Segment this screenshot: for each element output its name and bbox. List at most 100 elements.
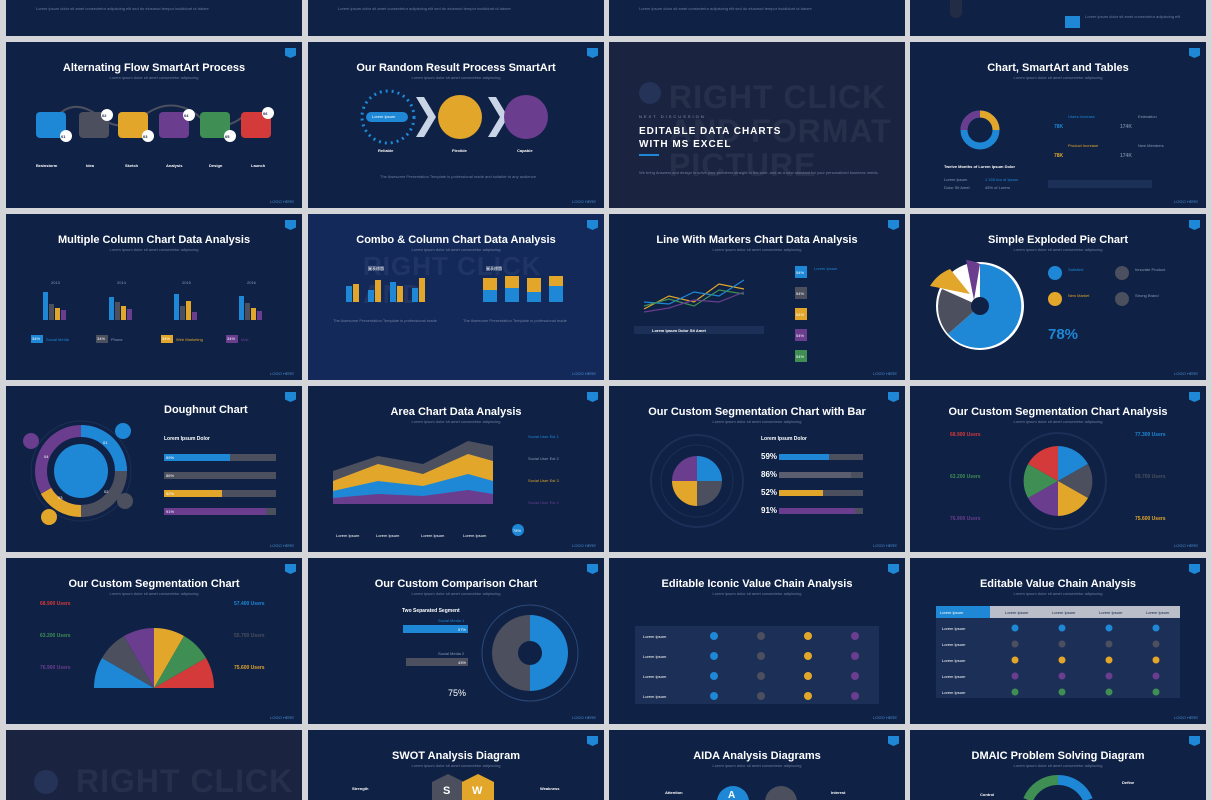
slide-thumb-top-1[interactable]: Lorem ipsum dolor sit amet consectetur a… (6, 0, 302, 36)
slide-multi-column[interactable]: Multiple Column Chart Data Analysis Lore… (6, 214, 302, 380)
comparison-bar: 57% (403, 625, 468, 633)
slide-thumb-top-3[interactable]: Lorem ipsum dolor sit amet consectetur a… (609, 0, 905, 36)
bar-value: 91% (761, 506, 778, 515)
slide-iconic-value-chain[interactable]: Editable Iconic Value Chain Analysis Lor… (609, 558, 905, 724)
percent-badge: 54% (795, 287, 807, 299)
slide-combo-column[interactable]: RIGHT CLICK AND Combo & Column Chart Dat… (308, 214, 604, 380)
step-label: Sketch (125, 163, 139, 168)
slide-segmentation-chart[interactable]: Our Custom Segmentation Chart Lorem ipsu… (6, 558, 302, 724)
segment-num: 04 (44, 454, 49, 459)
slide-number-badge (1189, 48, 1200, 58)
percent-badge: 54% (795, 308, 807, 320)
slide-aida[interactable]: AIDA Analysis Diagrams Lorem ipsum dolor… (609, 730, 905, 800)
slide-subtitle: Lorem ipsum dolor sit amet consectetur a… (1013, 419, 1103, 424)
slide-number-badge (587, 564, 598, 574)
slide-segmentation-bar[interactable]: Our Custom Segmentation Chart with Bar L… (609, 386, 905, 552)
kpi-label: Product Increase (1068, 143, 1099, 148)
bar-value: 86% (761, 470, 778, 479)
footer-logo: LOGO HERE (873, 715, 897, 720)
kpi-value: 174K (1120, 124, 1132, 130)
slide-subtitle: Lorem ipsum dolor sit amet consectetur a… (411, 75, 501, 80)
slide-area-chart[interactable]: Area Chart Data Analysis Lorem ipsum dol… (308, 386, 604, 552)
slide-chart-smartart-tables[interactable]: Chart, SmartArt and Tables Lorem ipsum d… (910, 42, 1206, 208)
body-text: Lorem ipsum dolor sit amet consectetur a… (639, 6, 812, 11)
footer-logo: LOGO HERE (1174, 715, 1198, 720)
pill-label: Lorem Ipsum (372, 114, 396, 119)
slide-comparison-chart[interactable]: Our Custom Comparison Chart Lorem ipsum … (308, 558, 604, 724)
slide-doughnut-chart[interactable]: Doughnut Chart 01 02 03 04 Lorem Ipsum D… (6, 386, 302, 552)
step-num: 06 (263, 111, 268, 116)
pill-button[interactable]: Lorem Ipsum (366, 112, 408, 122)
info-strip (1048, 180, 1152, 188)
watermark-text: RIGHT CLICK AND (76, 763, 294, 800)
slide-number-badge (1189, 220, 1200, 230)
swot-label: Strength (352, 786, 369, 791)
table-icon (639, 82, 661, 104)
flow-graphic (36, 104, 274, 142)
user-count: 55.700 Users (234, 633, 265, 639)
comparison-bar: 43% (406, 658, 468, 666)
slide-thumb-top-2[interactable]: Lorem ipsum dolor sit amet consectetur a… (308, 0, 604, 36)
segment-num: 01 (103, 440, 108, 445)
slide-number-badge (587, 48, 598, 58)
big-percent: 78% (1048, 326, 1079, 343)
footer-logo: LOGO HERE (1174, 371, 1198, 376)
stat-icon (1115, 292, 1129, 306)
slide-excel-section[interactable]: RIGHT CLICK AND FORMAT PICTURE NEXT DISC… (609, 42, 905, 208)
user-count: 68.900 Users (950, 432, 981, 438)
chart-subtitle: Lorem Ipsum Dolor (164, 436, 210, 442)
combo-chart (346, 276, 563, 302)
slide-alternating-flow[interactable]: Alternating Flow SmartArt Process Lorem … (6, 42, 302, 208)
slide-number-badge (888, 220, 899, 230)
slide-dmaic[interactable]: DMAIC Problem Solving Diagram Lorem ipsu… (910, 730, 1206, 800)
kpi-label: Estimation (1138, 114, 1157, 119)
slide-title: AIDA Analysis Diagrams (693, 750, 821, 762)
slide-title: Our Custom Segmentation Chart (68, 578, 240, 590)
dmaic-label: Control (980, 792, 995, 797)
step-label: Idea (86, 163, 95, 168)
slide-number-badge (888, 736, 899, 746)
value-chain-pies (1011, 624, 1160, 696)
year-label: 2016 (247, 280, 256, 285)
table-body (936, 618, 1180, 698)
slide-subtitle: Lorem ipsum dolor sit amet consectetur a… (109, 591, 199, 596)
user-label: Social User Est 1 (528, 434, 559, 439)
dmaic-ring (1023, 774, 1093, 800)
dmaic-label: Define (1122, 780, 1135, 785)
body-text: We bring Answers and design to solve you… (639, 170, 879, 175)
slide-segmentation-analysis[interactable]: Our Custom Segmentation Chart Analysis L… (910, 386, 1206, 552)
year-label: 2014 (117, 280, 126, 285)
body-text: The Awesome Presentation Template is pro… (333, 318, 437, 323)
legend-chip: 34% (96, 335, 108, 343)
slide-exploded-pie[interactable]: Simple Exploded Pie Chart Lorem ipsum do… (910, 214, 1206, 380)
slide-title: Combo & Column Chart Data Analysis (356, 234, 556, 246)
row-value: 1 155 Am of Ipsum (985, 177, 1019, 182)
slide-title: Editable Value Chain Analysis (979, 578, 1137, 590)
slide-right-click[interactable]: RIGHT CLICK AND (6, 730, 302, 800)
slide-random-result[interactable]: Our Random Result Process SmartArt Lorem… (308, 42, 604, 208)
progress-track (779, 508, 863, 514)
slide-thumb-top-4[interactable]: Lorem ipsum dolor sit amet consectetur a… (910, 0, 1206, 36)
slide-number-badge (888, 392, 899, 402)
user-count: 77.300 Users (1135, 432, 1166, 438)
swot-letter: W (472, 785, 483, 797)
row-label: Lorem Ipsum (643, 674, 667, 679)
slide-subtitle: Lorem ipsum dolor sit amet consectetur a… (1013, 247, 1103, 252)
slide-line-markers[interactable]: Line With Markers Chart Data Analysis Lo… (609, 214, 905, 380)
step-num: 03 (143, 134, 148, 139)
column-chart (43, 292, 262, 320)
slide-title: Doughnut Chart (164, 404, 248, 416)
pie-chart (930, 260, 1024, 350)
slide-swot[interactable]: SWOT Analysis Diagram Lorem ipsum dolor … (308, 730, 604, 800)
step-label: Design (209, 163, 223, 168)
row-label: Lorem Ipsum (942, 658, 966, 663)
slide-title: Line With Markers Chart Data Analysis (656, 234, 858, 246)
slide-title: Our Custom Comparison Chart (374, 578, 538, 590)
icon-label: Lorem Ipsum (336, 533, 360, 538)
footer-logo: LOGO HERE (270, 715, 294, 720)
kpi-value: 78K (1054, 124, 1064, 130)
section-heading: WITH MS EXCEL (639, 139, 732, 150)
section-heading: EDITABLE DATA CHARTS (639, 126, 782, 137)
row-label: Lorem Ipsum (942, 674, 966, 679)
slide-value-chain[interactable]: Editable Value Chain Analysis Lorem ipsu… (910, 558, 1206, 724)
